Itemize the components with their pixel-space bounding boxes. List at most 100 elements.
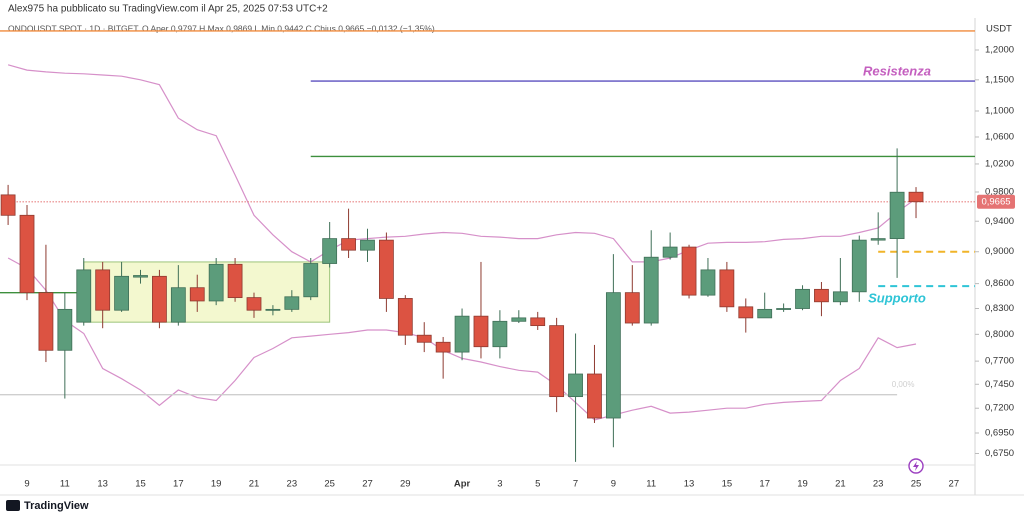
x-tick-label: 17 (759, 479, 770, 490)
candle-body (322, 238, 338, 264)
x-tick-label: 5 (535, 479, 540, 490)
x-tick-label: 23 (873, 479, 884, 490)
x-tick-label: 13 (684, 479, 695, 490)
price-tag (977, 194, 1015, 209)
x-tick-label: 3 (497, 479, 502, 490)
candle-body (738, 306, 754, 319)
candle-body (227, 263, 243, 299)
y-tick-label: 1,2000 (985, 45, 1014, 56)
y-tick-label: 1,1500 (985, 74, 1014, 85)
x-tick-label: 9 (24, 479, 29, 490)
candle-body (76, 269, 92, 323)
x-tick-label: 7 (573, 479, 578, 490)
x-tick-label: 11 (646, 479, 656, 490)
candle-body (605, 292, 621, 419)
x-tick-label: 15 (135, 479, 146, 490)
candle-body (587, 373, 602, 419)
candle-body (757, 308, 773, 319)
candle-body (889, 191, 905, 240)
logo-mark (6, 500, 20, 511)
candle-body (662, 246, 678, 258)
x-tick-label: 29 (400, 479, 411, 490)
candle-body (378, 239, 394, 299)
plot-content (0, 30, 975, 462)
y-tick-label: 0,8000 (985, 329, 1014, 340)
candle-body (832, 291, 848, 303)
candle-body (814, 288, 829, 303)
y-tick-label: 0,7200 (985, 403, 1014, 414)
candle-body (870, 238, 886, 241)
candle-body (133, 275, 148, 278)
candle-body (152, 275, 167, 323)
x-tick-label: 19 (797, 479, 808, 490)
level-label: Resistenza (863, 63, 931, 78)
candle-body (435, 341, 451, 353)
x-tick-label: 15 (722, 479, 733, 490)
y-tick-label: 0,6950 (985, 428, 1014, 439)
logo-text: TradingView (24, 500, 89, 512)
x-tick-label: 23 (287, 479, 298, 490)
y-tick-label: 0,8300 (985, 303, 1014, 314)
candle-body (776, 308, 792, 310)
ohlc-info: O Aper 0,9797 H Max 0,9869 L Min 0,9442 … (142, 23, 435, 33)
plot-area (0, 30, 975, 462)
y-tick-label: 0,7450 (985, 379, 1014, 390)
y-tick-label: 1,0200 (985, 158, 1014, 169)
x-tick-label: 11 (60, 479, 70, 490)
x-tick-label: 19 (211, 479, 222, 490)
y-tick-label: 1,0600 (985, 131, 1014, 142)
candle-body (0, 194, 16, 216)
candle-body (568, 373, 583, 398)
candle-body (57, 308, 73, 351)
y-tick-label: 0,9400 (985, 216, 1014, 227)
candle-body (189, 287, 205, 302)
candle-body (397, 298, 413, 336)
y-tick-label: 0,8600 (985, 278, 1014, 289)
band-upper (7, 64, 917, 263)
candle-body (416, 334, 432, 343)
candle-body (95, 269, 111, 311)
author-line: Alex975 ha pubblicato su TradingView.com… (8, 4, 328, 15)
candle-body (530, 317, 546, 327)
y-tick-label: 0,7700 (985, 356, 1014, 367)
price-tag-label: 0,9665 (981, 196, 1010, 207)
symbol: ONDOUSDT SPOT · 1D · BITGET (8, 23, 139, 33)
level-label: 0,00% (892, 380, 915, 389)
x-tick-label: 13 (97, 479, 108, 490)
candle-body (795, 288, 810, 309)
x-tick-label: 17 (173, 479, 184, 490)
y-tick-label: 0,9000 (985, 246, 1014, 257)
candle-body (265, 308, 281, 311)
level-label: Supporto (868, 291, 926, 306)
candle-body (624, 292, 640, 324)
candle-body (681, 246, 697, 296)
y-tick-label: 0,6750 (985, 448, 1014, 459)
candle-body (170, 287, 186, 323)
candle-body (208, 263, 224, 302)
x-tick-label: 25 (911, 479, 922, 490)
x-tick-label: 21 (249, 479, 260, 490)
candle-body (700, 269, 716, 296)
x-tick-label: 27 (949, 479, 960, 490)
candle-body (360, 239, 375, 251)
candle-body (492, 320, 508, 348)
y-axis-unit: USDT (986, 24, 1012, 35)
candle-body (246, 297, 262, 311)
candle-body (473, 315, 489, 348)
candle-body (643, 256, 659, 324)
candle-body (19, 214, 35, 294)
x-tick-label: 25 (324, 479, 335, 490)
x-tick-label: 21 (835, 479, 846, 490)
candle-body (38, 292, 54, 351)
candle-body (851, 239, 867, 293)
x-tick-label: 9 (611, 479, 616, 490)
candle-body (454, 315, 470, 353)
candle-body (719, 269, 735, 308)
event-icon-bolt (913, 461, 919, 471)
candle-body (549, 325, 565, 398)
candle-body (284, 296, 300, 310)
candle-body (114, 275, 129, 311)
candle-body (341, 238, 356, 251)
